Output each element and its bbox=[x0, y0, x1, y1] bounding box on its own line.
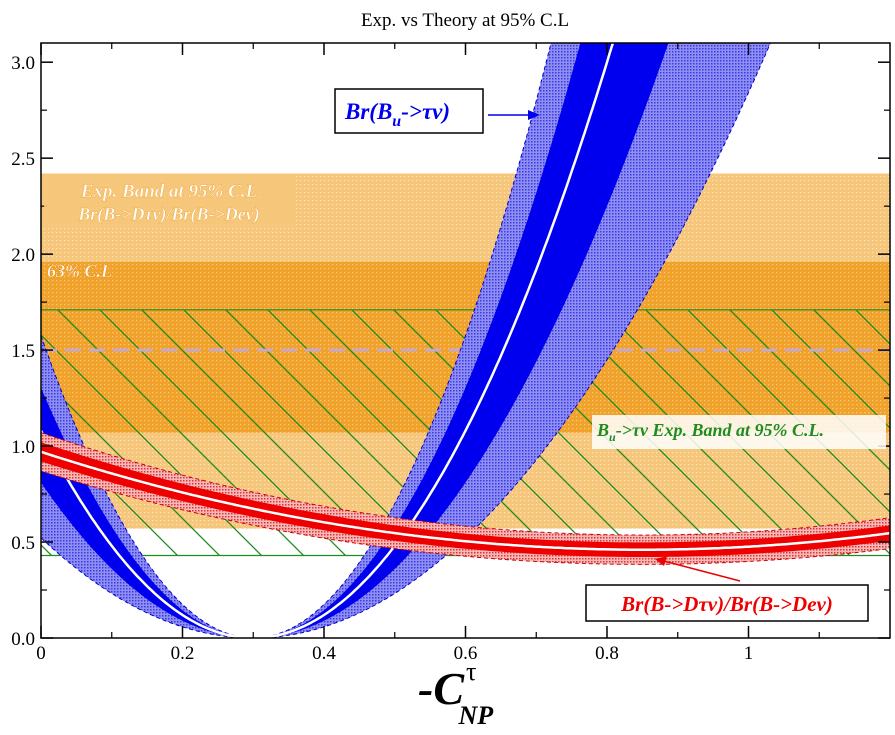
x-axis-label: -Cτ NP bbox=[418, 657, 494, 730]
y-tick-label: 0.0 bbox=[11, 629, 35, 650]
bu-band-label-tail: ->τν Exp. Band at 95% C.L. bbox=[616, 420, 824, 440]
axis-ticks: 0 0.2 0.4 0.6 0.8 1 0.0 0.5 1.0 1.5 2.0 2.5 3.0 bbox=[11, 43, 890, 664]
bu-band-label-box bbox=[592, 415, 886, 449]
x-tick-label: 0 bbox=[36, 643, 46, 664]
x-tick-label: 1 bbox=[744, 643, 754, 664]
bu-band-label-prefix: B bbox=[596, 420, 609, 440]
bu-central-line bbox=[41, 43, 615, 638]
x-tick-label: 0.4 bbox=[312, 643, 336, 664]
cl68-label: 63% C.L bbox=[47, 261, 112, 281]
x-tick-label: 0.8 bbox=[595, 643, 619, 664]
x-tick-label: 0.2 bbox=[171, 643, 195, 664]
bu-legend-box bbox=[334, 88, 484, 134]
ratio-central-line bbox=[41, 450, 890, 551]
exp-band-label-line1: Exp. Band at 95% C.L bbox=[80, 181, 257, 202]
bu-legend-arrowhead bbox=[528, 110, 540, 120]
bu-legend-tail: ->τν) bbox=[401, 99, 450, 124]
ratio-legend: Br(B->Dτν)/Br(B->Deν) bbox=[585, 556, 869, 622]
chart-title: Exp. vs Theory at 95% C.L bbox=[361, 10, 569, 31]
bu-band-label-sub: u bbox=[609, 430, 616, 444]
exp-band-label: Exp. Band at 95% C.L Br(B->Dτν)/Br(B->De… bbox=[44, 175, 294, 225]
y-tick-label: 3.0 bbox=[11, 53, 35, 74]
x-axis-label-sup: τ bbox=[466, 657, 476, 686]
y-tick-label: 1.5 bbox=[11, 341, 35, 362]
x-tick-label: 0.6 bbox=[454, 643, 478, 664]
ratio-legend-text: Br(B->Dτν)/Br(B->Deν) bbox=[620, 592, 833, 616]
x-axis-label-sub: NP bbox=[457, 701, 494, 730]
y-tick-label: 2.5 bbox=[11, 149, 35, 170]
bu-legend: Br(Bu->τν) bbox=[334, 88, 540, 134]
y-tick-label: 1.0 bbox=[11, 437, 35, 458]
bu-legend-text: Br(Bu->τν) bbox=[344, 99, 450, 130]
bu-band-label-text: Bu->τν Exp. Band at 95% C.L. bbox=[596, 420, 824, 444]
ratio-legend-box bbox=[585, 584, 869, 622]
bu-legend-sub: u bbox=[392, 113, 401, 130]
y-tick-label: 0.5 bbox=[11, 533, 35, 554]
ratio-legend-arrowhead bbox=[655, 556, 667, 566]
exp-band-label-box bbox=[44, 175, 294, 225]
y-tick-label: 2.0 bbox=[11, 245, 35, 266]
x-axis-label-main: -C bbox=[418, 663, 465, 714]
ratio-legend-arrow bbox=[659, 559, 741, 582]
exp-band-label-line2: Br(B->Dτν)/Br(B->Deν) bbox=[77, 204, 259, 225]
bu-band-label: Bu->τν Exp. Band at 95% C.L. bbox=[592, 415, 886, 449]
bu-inner-band bbox=[41, 43, 669, 638]
bu-legend-main: Br(B bbox=[344, 99, 392, 124]
